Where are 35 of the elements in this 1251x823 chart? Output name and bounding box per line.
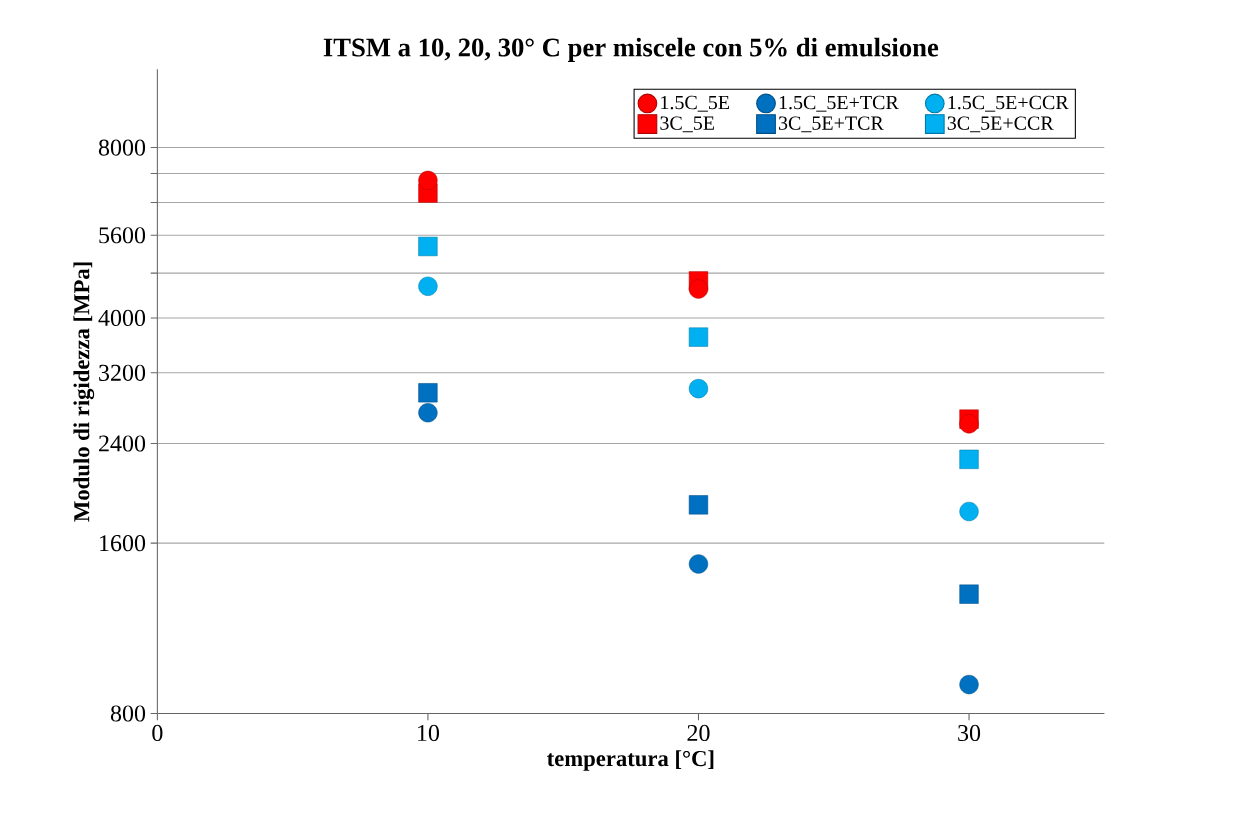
x-tick-label: 20 bbox=[687, 724, 710, 742]
legend-label: 1.5C_5E+TCR bbox=[779, 95, 899, 112]
y-tick-label: 2400 bbox=[99, 435, 146, 452]
x-tick-label: 30 bbox=[958, 724, 981, 742]
y-axis-title: Modulo di rigidezza [MPa] bbox=[73, 262, 95, 522]
point bbox=[959, 584, 979, 604]
y-tick-label: 3200 bbox=[99, 364, 146, 381]
point bbox=[959, 675, 979, 695]
y-tick-label: 8000 bbox=[98, 139, 146, 156]
legend-label: 1.5C_5E bbox=[661, 95, 729, 112]
point bbox=[688, 279, 709, 299]
point bbox=[688, 554, 709, 574]
x-tick-label: 10 bbox=[418, 724, 440, 742]
chart-title: ITSM a 10, 20, 30° C per miscele con 5% di emulsione bbox=[323, 37, 939, 62]
point bbox=[688, 379, 709, 399]
point bbox=[959, 414, 979, 434]
legend-label: 3C_5E+TCR bbox=[778, 116, 884, 133]
legend-label: 3C_5E+CCR bbox=[947, 116, 1054, 133]
point bbox=[418, 383, 438, 403]
point bbox=[418, 236, 438, 257]
point bbox=[418, 403, 438, 423]
y-tick-label: 4000 bbox=[98, 309, 146, 327]
point bbox=[688, 327, 709, 347]
y-tick-label: 1600 bbox=[100, 535, 146, 552]
point bbox=[959, 449, 979, 470]
x-axis-title: temperatura [°C] bbox=[547, 750, 714, 771]
legend-label: 1.5C_5E+CCR bbox=[948, 95, 1069, 112]
x-tick-label: 0 bbox=[152, 724, 163, 742]
y-tick-label: 800 bbox=[110, 705, 146, 722]
y-tick-label: 5600 bbox=[99, 227, 146, 244]
legend-label: 3C_5E bbox=[660, 116, 714, 133]
point bbox=[688, 495, 709, 515]
point bbox=[959, 501, 979, 522]
point bbox=[418, 170, 438, 191]
point bbox=[418, 276, 438, 296]
